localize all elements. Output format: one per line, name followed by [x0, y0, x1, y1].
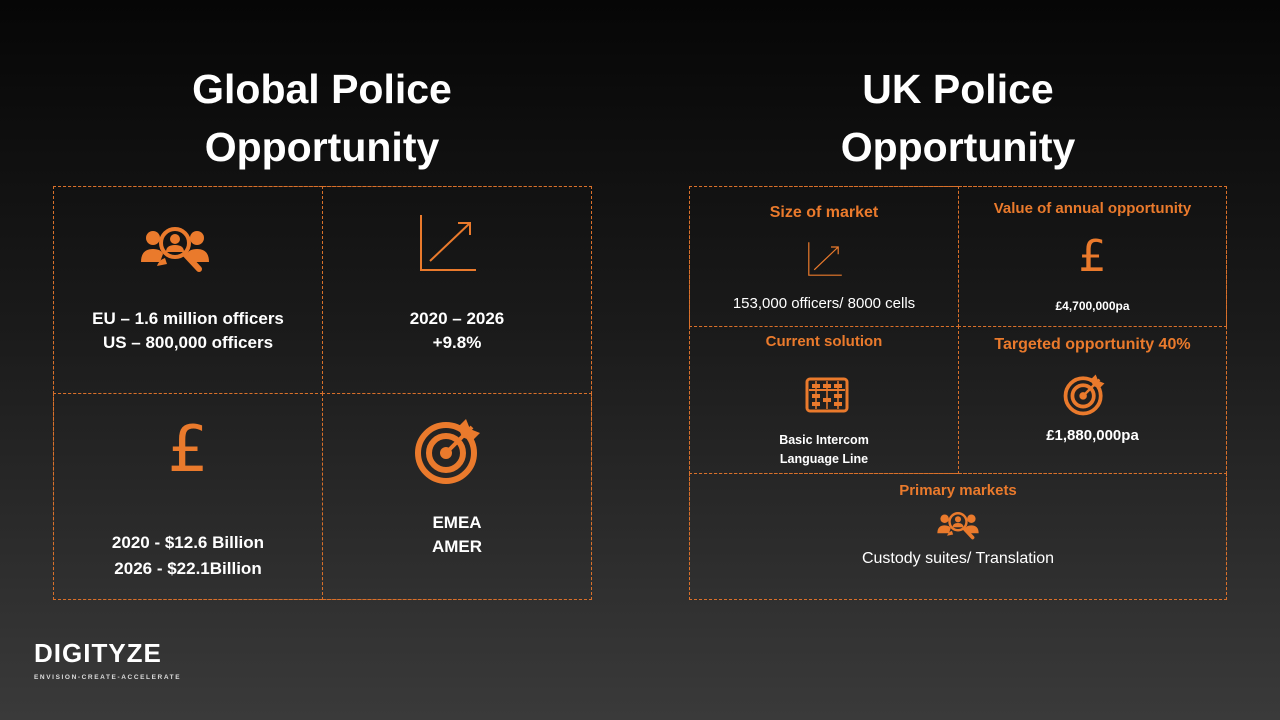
size-text: 153,000 officers/ 8000 cells	[732, 295, 916, 312]
target-title: Targeted opportunity 40%	[994, 336, 1191, 353]
abacus-icon	[805, 377, 849, 413]
growth-line1: 2020 – 2026	[409, 309, 505, 328]
global-cell-officers	[53, 186, 323, 394]
pound-sign-icon: £	[1078, 231, 1107, 282]
regions-line1: EMEA	[432, 513, 482, 532]
uk-title-line1: UK Police	[862, 66, 1054, 112]
current-title: Current solution	[765, 333, 883, 350]
value-line2: 2026 - $22.1Billion	[114, 559, 262, 578]
global-cell-regions	[322, 393, 592, 600]
people-search-icon	[139, 222, 211, 278]
target-icon	[414, 415, 484, 485]
value-text: £4,700,000pa	[1055, 299, 1130, 313]
target-icon	[1063, 372, 1107, 416]
uk-title: UK Police Opportunity	[678, 60, 1238, 176]
primary-text: Custody suites/ Translation	[861, 550, 1055, 567]
primary-title: Primary markets	[899, 482, 1017, 499]
logo-tagline: ENVISION-CREATE-ACCELERATE	[34, 674, 182, 681]
officers-line1: EU – 1.6 million officers	[92, 309, 284, 328]
regions-line2: AMER	[431, 537, 483, 556]
current-text: Basic Intercom Language Line	[689, 431, 959, 469]
uk-cell-primary	[689, 473, 1227, 600]
uk-title-line2: Opportunity	[840, 124, 1076, 170]
global-regions-text: EMEA AMER	[322, 511, 592, 559]
growth-chart-icon	[418, 213, 478, 273]
logo-name: DIGITYZE	[34, 638, 162, 668]
size-title: Size of market	[769, 204, 879, 221]
current-line2: Language Line	[779, 452, 869, 466]
global-title: Global Police Opportunity	[42, 60, 602, 176]
pound-sign-icon: £	[167, 413, 209, 487]
value-title: Value of annual opportunity	[993, 200, 1192, 217]
target-text: £1,880,000pa	[1046, 427, 1139, 444]
global-value-text: 2020 - $12.6 Billion 2026 - $22.1Billion	[53, 530, 323, 582]
officers-line2: US – 800,000 officers	[102, 333, 274, 352]
current-line1: Basic Intercom	[779, 433, 869, 447]
global-title-line2: Opportunity	[204, 124, 440, 170]
global-title-line1: Global Police	[192, 66, 452, 112]
growth-line2: +9.8%	[432, 333, 482, 352]
digityze-logo: DIGITYZE ENVISION-CREATE-ACCELERATE	[34, 638, 181, 681]
global-officers-text: EU – 1.6 million officers US – 800,000 o…	[53, 307, 323, 355]
growth-chart-icon	[807, 241, 843, 277]
global-growth-text: 2020 – 2026 +9.8%	[322, 307, 592, 355]
value-line1: 2020 - $12.6 Billion	[111, 533, 265, 552]
people-search-icon	[936, 509, 980, 543]
